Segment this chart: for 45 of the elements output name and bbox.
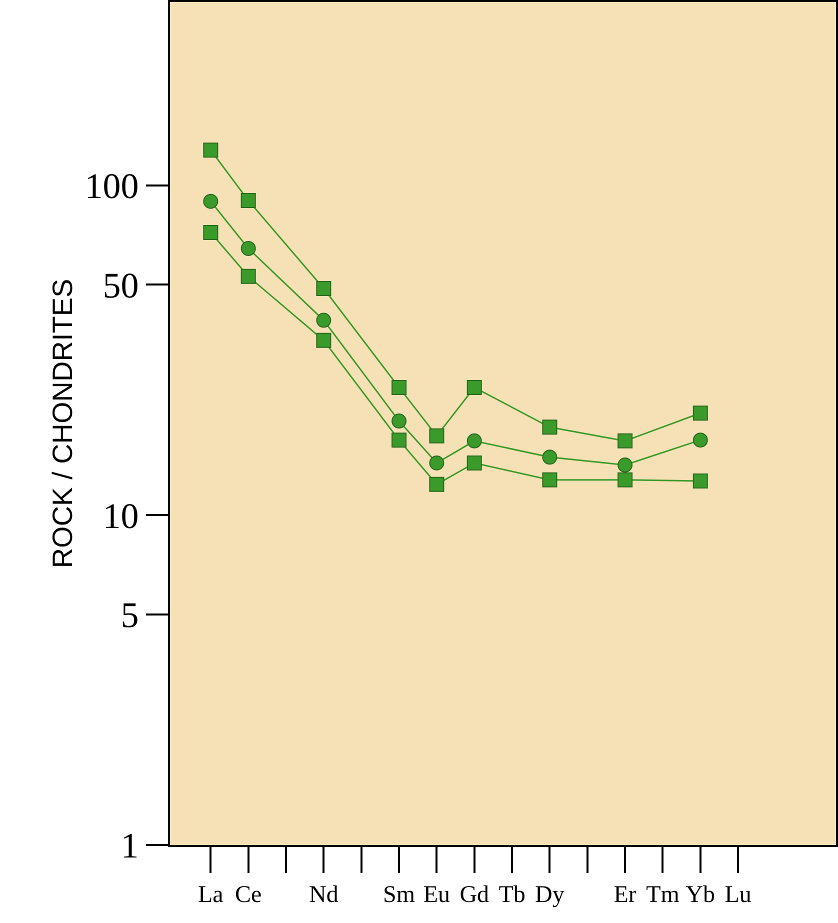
point	[240, 193, 256, 208]
y-tick-label: 10	[102, 496, 139, 536]
x-tick-label: Yb	[686, 882, 716, 908]
x-tick-label: Tb	[498, 882, 526, 908]
point	[542, 420, 558, 435]
point	[618, 472, 633, 488]
x-tick-label: La	[198, 882, 224, 908]
x-tick-label: Dy	[535, 882, 564, 908]
point	[692, 432, 708, 448]
point	[692, 406, 708, 421]
point	[316, 312, 332, 328]
point	[316, 281, 332, 296]
point	[240, 268, 256, 284]
point	[692, 474, 708, 488]
point	[429, 428, 444, 444]
x-tick-label: Lu	[724, 882, 752, 908]
point	[542, 472, 558, 488]
point	[542, 450, 558, 465]
point	[316, 332, 332, 348]
x-tick-label: Gd	[460, 882, 490, 908]
point	[392, 432, 407, 448]
y-tick-label: 50	[102, 265, 139, 306]
x-tick-label: Sm	[383, 882, 416, 908]
y-tick-label: 5	[120, 595, 139, 636]
point	[466, 456, 482, 470]
point	[240, 240, 256, 256]
y-axis-title: ROCK / CHONDRITES	[47, 278, 78, 568]
x-tick-label: Nd	[309, 882, 338, 908]
point	[429, 456, 444, 470]
y-tick-label: 1	[120, 826, 139, 866]
point	[466, 380, 482, 395]
point	[429, 476, 444, 492]
point	[392, 414, 407, 429]
point	[203, 194, 218, 209]
point	[466, 433, 482, 448]
point	[618, 433, 633, 448]
y-tick-label: 100	[84, 166, 139, 206]
x-tick-label: Eu	[423, 882, 450, 908]
point	[203, 142, 218, 158]
x-tick-label: Ce	[235, 882, 262, 908]
point	[392, 380, 407, 395]
x-tick-label: Tm	[646, 882, 680, 908]
x-tick-label: Er	[614, 882, 636, 908]
point	[618, 458, 633, 473]
point	[203, 225, 218, 240]
